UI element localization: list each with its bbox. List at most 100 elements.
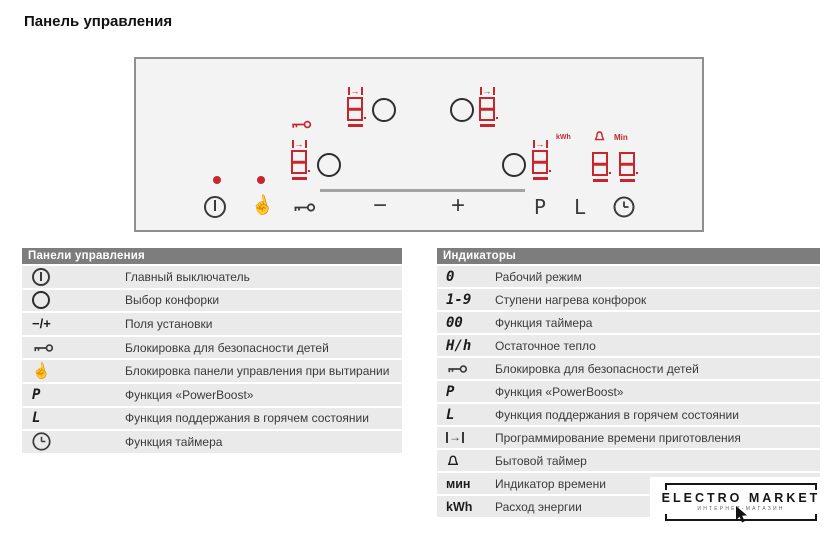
controls-table: Панели управления Главный выключатель Выб… bbox=[22, 248, 402, 455]
key-icon bbox=[34, 343, 54, 352]
cooktop-panel-diagram: → → → → kWh bbox=[134, 57, 704, 232]
seg-glyph-cell: L bbox=[437, 407, 495, 423]
bell-icon-cell bbox=[437, 454, 495, 468]
logo-title: ELECTRO MARKET bbox=[661, 491, 821, 505]
display-underline bbox=[532, 177, 548, 180]
display-underline bbox=[479, 124, 495, 127]
cook-time-arrow-icon: → bbox=[291, 139, 307, 148]
bell-icon bbox=[594, 131, 605, 141]
row-label: Функция таймера bbox=[495, 315, 593, 330]
table-row: P Функция «PowerBoost» bbox=[22, 383, 402, 406]
table-row: 0 Рабочий режим bbox=[437, 266, 820, 287]
seven-segment-digit bbox=[479, 97, 498, 121]
row-label: Функция поддержания в горячем состоянии bbox=[495, 407, 739, 422]
timer-display-tens bbox=[585, 150, 615, 182]
row-label: Блокировка для безопасности детей bbox=[125, 340, 329, 355]
seven-segment-digit bbox=[532, 150, 551, 174]
display-underline bbox=[592, 179, 608, 182]
row-label: Программирование времени приготовления bbox=[495, 430, 741, 445]
seg-glyph: 0 bbox=[446, 268, 455, 285]
table-row: 1-9 Ступени нагрева конфорок bbox=[437, 289, 820, 310]
bold-glyph-cell: мин bbox=[437, 477, 495, 491]
table-row: Функция таймера bbox=[22, 431, 402, 453]
table-row: ☝ Блокировка панели управления при вытира… bbox=[22, 360, 402, 382]
seg-glyph-cell: L bbox=[22, 410, 125, 426]
cook-time-arrow-icon: → bbox=[532, 139, 548, 148]
table-row: Бытовой таймер bbox=[437, 450, 820, 471]
row-label: Расход энергии bbox=[495, 499, 582, 514]
burner-select-front-left bbox=[317, 153, 341, 177]
logo-frame-top bbox=[665, 483, 817, 490]
circle-icon bbox=[32, 291, 50, 310]
table-row: L Функция поддержания в горячем состоянии bbox=[22, 407, 402, 430]
setting-field-line bbox=[320, 189, 525, 192]
indicator-dot bbox=[213, 176, 221, 184]
display-underline bbox=[291, 177, 307, 180]
table-row: H/h Остаточное тепло bbox=[437, 335, 820, 356]
seg-glyph: L bbox=[32, 410, 41, 427]
circle-icon-cell bbox=[22, 291, 125, 310]
table-row: −/+ Поля установки bbox=[22, 313, 402, 335]
seg-glyph: H/h bbox=[446, 337, 472, 354]
power-icon bbox=[204, 196, 226, 218]
seg-glyph-cell: P bbox=[22, 387, 125, 403]
key-icon bbox=[448, 364, 468, 373]
page-title: Панель управления bbox=[24, 13, 173, 30]
minus-plus-glyph-cell: −/+ bbox=[22, 316, 125, 331]
row-label: Функция «PowerBoost» bbox=[125, 387, 254, 402]
bold-glyph: kWh bbox=[446, 499, 473, 514]
seg-glyph: P bbox=[446, 383, 455, 400]
table-row: L Функция поддержания в горячем состоянии bbox=[437, 404, 820, 425]
minus-plus-glyph: −/+ bbox=[32, 316, 51, 332]
interval-arrow-icon: → bbox=[446, 431, 464, 443]
minus-button: − bbox=[373, 192, 388, 219]
row-label: Блокировка для безопасности детей bbox=[495, 361, 699, 376]
power-icon-cell bbox=[22, 267, 125, 286]
power-icon bbox=[32, 267, 50, 286]
indicator-dot bbox=[257, 176, 265, 184]
table-row: Блокировка для безопасности детей bbox=[22, 336, 402, 359]
seg-glyph-cell: H/h bbox=[437, 338, 495, 354]
display-underline bbox=[619, 179, 635, 182]
hand-icon: ☝ bbox=[248, 192, 276, 218]
display-rear-right: → bbox=[472, 86, 502, 127]
min-label: Min bbox=[614, 133, 628, 142]
clock-icon bbox=[32, 432, 51, 452]
row-label: Выбор конфорки bbox=[125, 293, 220, 308]
powerboost-button: P bbox=[534, 195, 547, 219]
cook-time-arrow-icon: → bbox=[347, 86, 363, 95]
logo-subtitle: ИНТЕРНЕТ-МАГАЗИН bbox=[697, 506, 785, 512]
row-label: Поля установки bbox=[125, 316, 213, 331]
seg-glyph: L bbox=[446, 406, 455, 423]
key-icon-cell bbox=[437, 364, 495, 374]
seven-segment-digit bbox=[619, 152, 638, 176]
timer-display-ones bbox=[612, 150, 642, 182]
row-label: Блокировка панели управления при вытиран… bbox=[125, 364, 390, 379]
kwh-label: kWh bbox=[556, 134, 571, 141]
child-lock-key-icon bbox=[292, 120, 312, 129]
row-label: Функция «PowerBoost» bbox=[495, 384, 624, 399]
seven-segment-digit bbox=[291, 150, 310, 174]
row-label: Индикатор времени bbox=[495, 476, 606, 491]
controls-table-header: Панели управления bbox=[22, 248, 402, 264]
seg-glyph: P bbox=[32, 386, 41, 403]
row-label: Остаточное тепло bbox=[495, 338, 596, 353]
row-label: Функция поддержания в горячем состоянии bbox=[125, 411, 369, 426]
seg-glyph: 1-9 bbox=[446, 291, 472, 308]
bold-glyph-cell: kWh bbox=[437, 500, 495, 514]
keepwarm-button: L bbox=[574, 195, 587, 219]
seg-glyph-cell: 1-9 bbox=[437, 292, 495, 308]
burner-select-rear-left bbox=[372, 98, 396, 122]
clock-icon-cell bbox=[22, 432, 125, 452]
seven-segment-digit bbox=[592, 152, 611, 176]
display-front-left: → bbox=[284, 139, 314, 180]
row-label: Главный выключатель bbox=[125, 269, 250, 284]
burner-select-rear-right bbox=[450, 98, 474, 122]
bold-glyph: мин bbox=[446, 476, 471, 491]
hand-icon: ☝ bbox=[30, 360, 53, 382]
electro-market-logo[interactable]: ELECTRO MARKET ИНТЕРНЕТ-МАГАЗИН bbox=[650, 477, 832, 540]
row-label: Бытовой таймер bbox=[495, 453, 587, 468]
key-icon bbox=[294, 203, 316, 212]
display-underline bbox=[347, 124, 363, 127]
